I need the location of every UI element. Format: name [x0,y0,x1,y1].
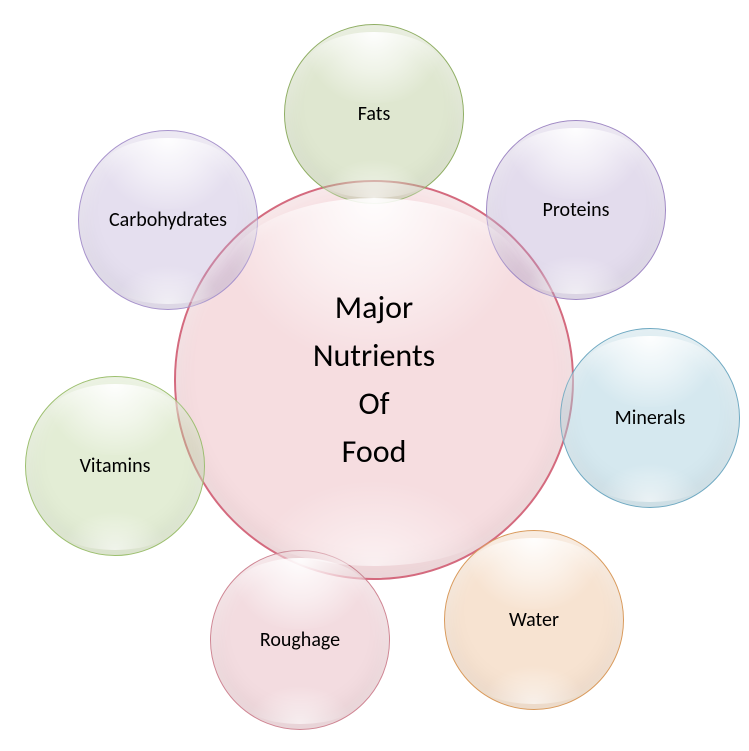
node-label: Fats [358,99,391,129]
node-label: Proteins [543,195,610,225]
node-minerals: Minerals [560,328,740,508]
node-label: Water [509,605,559,635]
node-vitamins: Vitamins [25,376,205,556]
node-fats: Fats [284,24,464,204]
node-label: Roughage [260,625,340,655]
node-carbohydrates: Carbohydrates [78,130,258,310]
node-label: Carbohydrates [109,205,227,235]
node-roughage: Roughage [210,550,390,730]
center-label: Major Nutrients Of Food [313,284,435,476]
node-proteins: Proteins [486,120,666,300]
node-water: Water [444,530,624,710]
node-label: Minerals [615,403,686,433]
node-label: Vitamins [80,451,151,481]
nutrients-diagram: Major Nutrients Of Food Fats Proteins Mi… [0,0,749,751]
